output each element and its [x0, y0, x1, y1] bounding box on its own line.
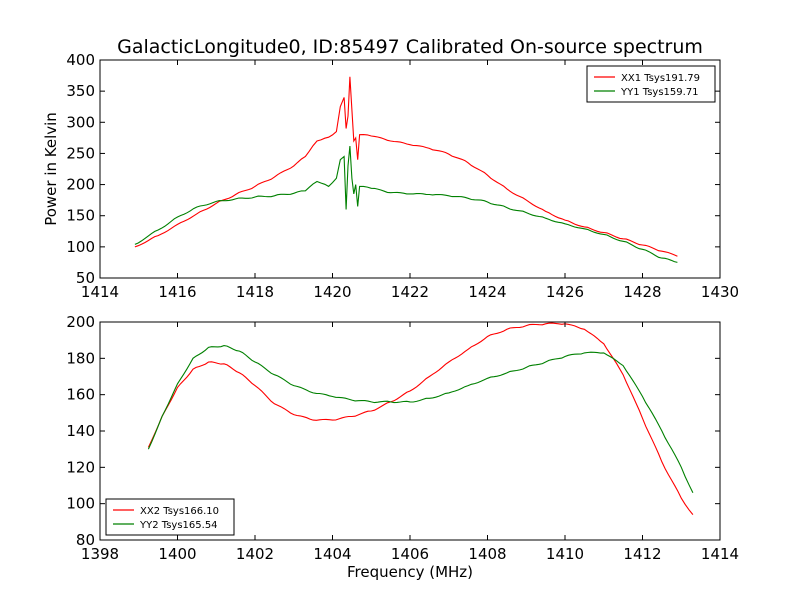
top-series-line-2 [134, 145, 678, 263]
bottom-legend-label-2: YY2 Tsys165.54 [139, 520, 218, 531]
top-y-tick-label: 350 [66, 82, 95, 100]
bottom-series-line-2 [147, 345, 694, 494]
bottom-panel: 1398 1400 1402 1404 1406 1408 1410 1412 1414 80 10… [66, 313, 739, 563]
bottom-y-tick-label: 120 [66, 458, 95, 476]
top-x-tick-label: 1428 [623, 283, 661, 301]
top-x-tick-label: 1426 [546, 283, 584, 301]
bottom-y-tick-label: 180 [66, 349, 95, 367]
top-x-tick-label: 1420 [313, 283, 351, 301]
top-y-tick-label: 200 [66, 176, 95, 194]
bottom-y-tick-label: 200 [66, 313, 95, 331]
bottom-y-tick-label: 140 [66, 422, 95, 440]
top-y-tick-label: 50 [76, 269, 95, 287]
bottom-x-tick-label: 1414 [701, 545, 739, 563]
top-legend-label-1: XX1 Tsys191.79 [621, 73, 700, 84]
top-y-tick-label: 300 [66, 113, 95, 131]
top-x-tick-label: 1416 [158, 283, 196, 301]
bottom-series-line-1 [147, 322, 694, 515]
top-y-axis-label: Power in Kelvin [42, 112, 60, 226]
top-y-tick-label: 100 [66, 238, 95, 256]
bottom-y-tick-label: 100 [66, 495, 95, 513]
top-panel: 1414 1416 1418 1420 1422 1424 1426 1428 1430 50 10… [66, 51, 739, 301]
top-y-tick-label: 400 [66, 51, 95, 69]
top-x-tick-label: 1414 [81, 283, 119, 301]
bottom-y-tick-label: 80 [76, 531, 95, 549]
bottom-legend: XX2 Tsys166.10 YY2 Tsys165.54 [105, 498, 235, 536]
top-series-line-1 [134, 76, 678, 257]
figure-title: GalacticLongitude0, ID:85497 Calibrated … [117, 36, 703, 58]
bottom-x-tick-label: 1408 [468, 545, 506, 563]
bottom-x-tick-label: 1400 [158, 545, 196, 563]
top-legend-box [586, 65, 716, 103]
bottom-x-tick-label: 1402 [236, 545, 274, 563]
top-legend: XX1 Tsys191.79 YY1 Tsys159.71 [586, 65, 716, 103]
top-x-tick-label: 1422 [391, 283, 429, 301]
bottom-x-tick-label: 1404 [313, 545, 351, 563]
top-x-tick-label: 1424 [468, 283, 506, 301]
top-x-tick-label: 1418 [236, 283, 274, 301]
top-y-tick-label: 150 [66, 207, 95, 225]
top-y-tick-label: 250 [66, 144, 95, 162]
top-legend-label-2: YY1 Tsys159.71 [620, 87, 699, 98]
top-x-tick-label: 1430 [701, 283, 739, 301]
bottom-x-tick-label: 1412 [623, 545, 661, 563]
bottom-x-tick-label: 1410 [546, 545, 584, 563]
bottom-y-tick-label: 160 [66, 386, 95, 404]
bottom-x-tick-label: 1398 [81, 545, 119, 563]
bottom-x-tick-label: 1406 [391, 545, 429, 563]
bottom-x-axis-label: Frequency (MHz) [347, 563, 473, 581]
bottom-legend-label-1: XX2 Tsys166.10 [140, 506, 219, 517]
bottom-legend-box [105, 498, 235, 536]
